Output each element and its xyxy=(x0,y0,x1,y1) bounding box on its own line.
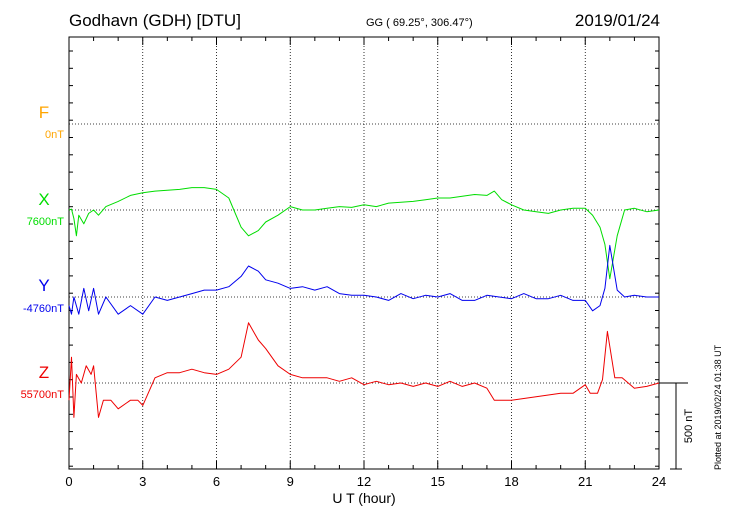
series-y-line xyxy=(68,244,659,315)
x-tick-label: 0 xyxy=(65,474,72,489)
series-y-baseline: -4760nT xyxy=(23,303,64,315)
x-tick-label: 3 xyxy=(139,474,146,489)
series-z-label: Z xyxy=(39,363,49,382)
channel-labels: F 0nT X 7600nT Y -4760nT Z 55700nT xyxy=(21,103,65,401)
x-tick-label: 24 xyxy=(652,474,666,489)
series-x-line xyxy=(68,187,660,280)
date-label: 2019/01/24 xyxy=(574,11,660,30)
x-tick-label: 21 xyxy=(578,474,592,489)
x-tick-label: 15 xyxy=(431,474,445,489)
scale-bar-label: 500 nT xyxy=(683,409,695,444)
series-layer xyxy=(68,187,660,418)
series-f-baseline: 0nT xyxy=(45,129,64,141)
x-tick-label: 18 xyxy=(504,474,518,489)
x-tick-label: 9 xyxy=(287,474,294,489)
series-z-line xyxy=(68,322,660,418)
x-tick-label: 6 xyxy=(213,474,220,489)
grid-lines xyxy=(69,37,659,469)
axis-ticks: 0 3 6 9 12 15 18 21 24 xyxy=(65,37,666,489)
x-tick-label: 12 xyxy=(357,474,371,489)
station-title: Godhavn (GDH) [DTU] xyxy=(69,11,241,30)
series-z-baseline: 55700nT xyxy=(21,389,65,401)
series-f-label: F xyxy=(39,103,49,122)
geo-coordinates: GG ( 69.25°, 306.47°) xyxy=(366,17,473,29)
x-axis-label: U T (hour) xyxy=(332,490,395,506)
series-x-baseline: 7600nT xyxy=(27,216,65,228)
series-y-label: Y xyxy=(38,276,49,295)
series-x-label: X xyxy=(38,190,49,209)
scale-bar: 500 nT xyxy=(659,382,695,470)
